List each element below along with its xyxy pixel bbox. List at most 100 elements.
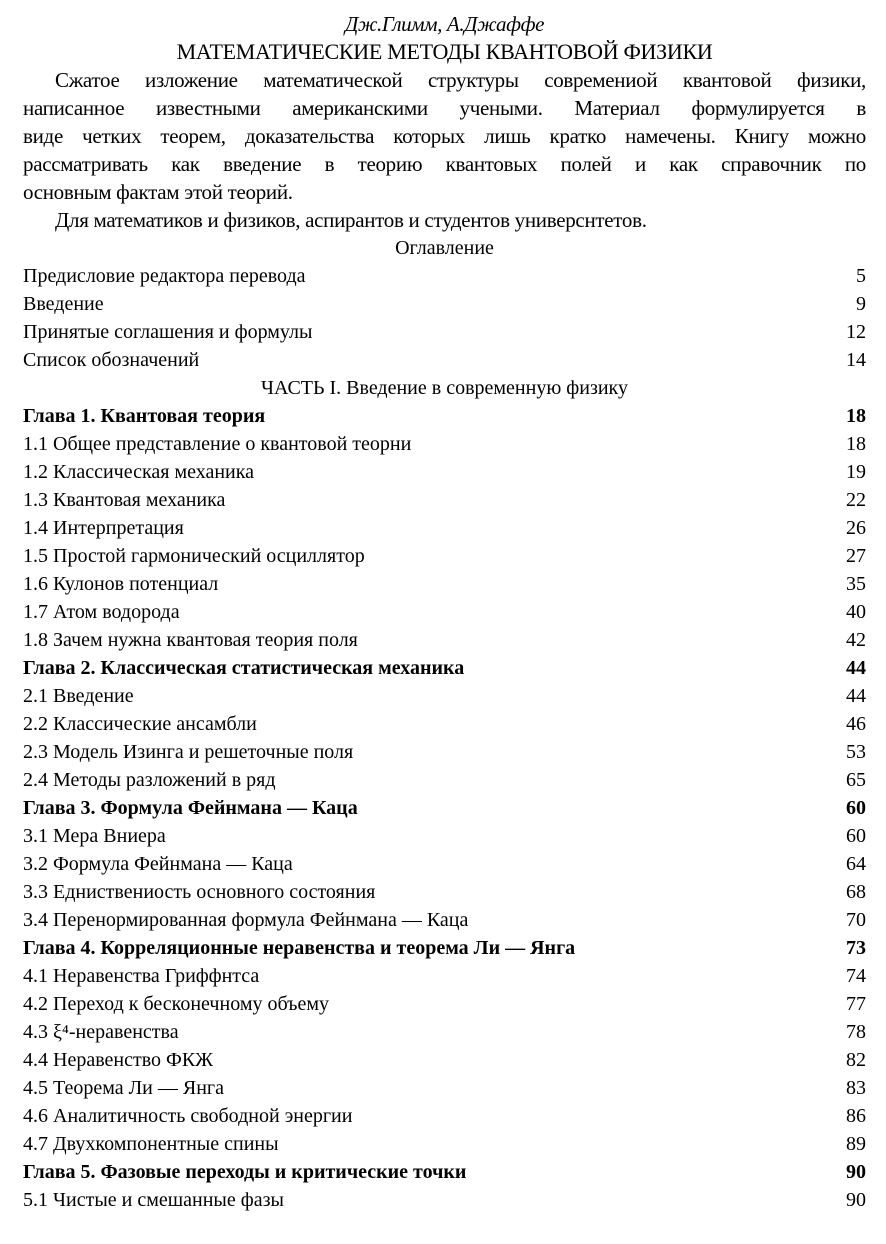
toc-entry-page: 82	[846, 1049, 866, 1071]
abstract-line: основным фактам этой теорий.	[23, 180, 293, 204]
toc-entry-title: Введение	[23, 293, 104, 315]
toc-entry-title: 2.3 Модель Изинга и решеточные поля	[23, 741, 354, 763]
toc-entry-title: 4.2 Переход к бесконечному объему	[23, 993, 330, 1015]
toc-entry-title: Предисловие редактора перевода	[23, 265, 306, 287]
toc-entry-page: 9	[856, 293, 866, 315]
toc-entry-page: 77	[846, 993, 866, 1015]
toc-entry: 4.2 Переход к бесконечному объему 77	[23, 990, 866, 1018]
toc-entry: 1.3 Квантовая механика 22	[23, 486, 866, 514]
toc-entry-page: 14	[846, 349, 866, 371]
toc-entry-page: 60	[846, 797, 866, 819]
toc-entry-title: Глава 1. Квантовая теория	[23, 405, 266, 427]
toc-entry-title: Принятые соглашения и формулы	[23, 321, 313, 343]
toc-entry-page: 86	[846, 1105, 866, 1127]
toc-entry: 4.4 Неравенство ФКЖ 82	[23, 1046, 866, 1074]
toc-entry: 1.8 Зачем нужна квантовая теория поля 42	[23, 626, 866, 654]
toc-entry: Список обозначений 14	[23, 346, 866, 374]
toc-entry-page: 26	[846, 517, 866, 539]
toc-heading: Оглавление	[395, 237, 494, 259]
toc-chapter: Глава 3. Формула Фейнмана — Каца 60	[23, 794, 866, 822]
toc-entry: Введение 9	[23, 290, 866, 318]
toc-entry-page: 83	[846, 1077, 866, 1099]
toc-entry: 3.2 Формула Фейнмана — Каца 64	[23, 850, 866, 878]
toc-entry-title: Список обозначений	[23, 349, 200, 371]
toc-entry: 5.1 Чистые и смешанные фазы 90	[23, 1186, 866, 1214]
toc-entry-page: 12	[846, 321, 866, 343]
toc-entry-title: Глава 5. Фазовые переходы и критические …	[23, 1161, 467, 1183]
toc-entry-page: 27	[846, 545, 866, 567]
toc-entry: 4.7 Двухкомпонентные спины 89	[23, 1130, 866, 1158]
toc-entry-title: Глава 4. Корреляционные неравенства и те…	[23, 937, 576, 959]
toc-entry-title: 3.3 Едниствениость основного состояния	[23, 881, 376, 903]
toc-entry-page: 18	[846, 433, 866, 455]
toc-entry-title: 1.8 Зачем нужна квантовая теория поля	[23, 629, 358, 651]
toc-entry-page: 89	[846, 1133, 866, 1155]
abstract-line: рассматривать как введение в теорию кван…	[23, 152, 866, 176]
toc-entry: 2.1 Введение 44	[23, 682, 866, 710]
book-title: МАТЕМАТИЧЕСКИЕ МЕТОДЫ КВАНТОВОЙ ФИЗИКИ	[176, 39, 713, 64]
toc-entry-title: 4.1 Неравенства Гриффнтса	[23, 965, 260, 987]
toc-entry: 4.5 Теорема Ли — Янга 83	[23, 1074, 866, 1102]
toc-entry-page: 73	[846, 937, 866, 959]
toc-entry-title: 4.6 Аналитичность свободной энергии	[23, 1105, 353, 1127]
toc-chapter: Глава 5. Фазовые переходы и критические …	[23, 1158, 866, 1186]
toc-entry-page: 60	[846, 825, 866, 847]
toc-entry-title: 3.2 Формула Фейнмана — Каца	[23, 853, 293, 875]
abstract-line: написанное известными американскими учен…	[23, 96, 866, 120]
toc-entry-title: 4.5 Теорема Ли — Янга	[23, 1077, 224, 1099]
toc-entry: 4.3 ξ⁴-неравенства 78	[23, 1018, 866, 1046]
document-page: Дж.Глимм, А.Джаффе МАТЕМАТИЧЕСКИЕ МЕТОДЫ…	[23, 12, 866, 1214]
toc-entry: 3.4 Перенормированная формула Фейнмана —…	[23, 906, 866, 934]
toc-entry-title: 2.2 Классические ансамбли	[23, 713, 257, 735]
toc-entry-title: 1.6 Кулонов потенциал	[23, 573, 219, 595]
toc-entry-page: 74	[846, 965, 866, 987]
toc-entry: 1.4 Интерпретация 26	[23, 514, 866, 542]
toc-entry-title: 1.3 Квантовая механика	[23, 489, 226, 511]
toc-entry-title: Глава 2. Классическая статистическая мех…	[23, 657, 465, 679]
toc-entry: 2.2 Классические ансамбли 46	[23, 710, 866, 738]
toc-entry-page: 40	[846, 601, 866, 623]
toc-entry-page: 42	[846, 629, 866, 651]
toc-entry-page: 65	[846, 769, 866, 791]
toc-entry: 1.7 Атом водорода 40	[23, 598, 866, 626]
abstract: Сжатое изложение математической структур…	[23, 66, 866, 206]
toc-entry-page: 90	[846, 1189, 866, 1211]
toc-entry-title: 2.1 Введение	[23, 685, 134, 707]
toc-entry: 4.6 Аналитичность свободной энергии 86	[23, 1102, 866, 1130]
toc-entry-page: 70	[846, 909, 866, 931]
toc-entry-page: 68	[846, 881, 866, 903]
toc-chapter: Глава 2. Классическая статистическая мех…	[23, 654, 866, 682]
toc-chapter: Глава 1. Квантовая теория 18	[23, 402, 866, 430]
toc-entry-title: 1.2 Классическая механика	[23, 461, 255, 483]
toc-entry-page: 22	[846, 489, 866, 511]
toc-entry-title: 5.1 Чистые и смешанные фазы	[23, 1189, 284, 1211]
toc-entry: 1.6 Кулонов потенциал 35	[23, 570, 866, 598]
toc-entry: 4.1 Неравенства Гриффнтса 74	[23, 962, 866, 990]
toc-entry-page: 18	[846, 405, 866, 427]
toc-front-matter: Предисловие редактора перевода 5 Введение 9…	[23, 262, 866, 374]
toc-entry-title: 1.4 Интерпретация	[23, 517, 184, 539]
toc-entry: 2.3 Модель Изинга и решеточные поля 53	[23, 738, 866, 766]
toc-entry-title: 3.1 Мера Вниера	[23, 825, 166, 847]
toc-entries: Глава 1. Квантовая теория 18 1.1 Общее пре…	[23, 402, 866, 1214]
toc-entry-page: 64	[846, 853, 866, 875]
abstract-line: виде четких теорем, доказательства котор…	[23, 124, 866, 148]
toc-chapter: Глава 4. Корреляционные неравенства и те…	[23, 934, 866, 962]
toc-entry-page: 90	[846, 1161, 866, 1183]
toc-entry: 1.1 Общее представление о квантовой теор…	[23, 430, 866, 458]
toc-entry-title: 4.7 Двухкомпонентные спины	[23, 1133, 279, 1155]
toc-entry-page: 19	[846, 461, 866, 483]
toc-entry-title: 1.1 Общее представление о квантовой теор…	[23, 433, 412, 455]
toc-entry: 1.5 Простой гармонический осциллятор 27	[23, 542, 866, 570]
toc-entry: Принятые соглашения и формулы 12	[23, 318, 866, 346]
toc-entry-page: 44	[846, 657, 866, 679]
toc-entry: 3.3 Едниствениость основного состояния 68	[23, 878, 866, 906]
toc-entry-title: 1.5 Простой гармонический осциллятор	[23, 545, 365, 567]
audience: Для математиков и физиков, аспирантов и …	[55, 208, 647, 232]
toc-entry: 2.4 Методы разложений в ряд 65	[23, 766, 866, 794]
part-heading: ЧАСТЬ I. Введение в современную физику	[261, 377, 628, 399]
toc-entry-title: 4.3 ξ⁴-неравенства	[23, 1021, 179, 1043]
toc-entry: Предисловие редактора перевода 5	[23, 262, 866, 290]
abstract-line: Сжатое изложение математической структур…	[55, 68, 866, 92]
toc-entry-title: 2.4 Методы разложений в ряд	[23, 769, 276, 791]
